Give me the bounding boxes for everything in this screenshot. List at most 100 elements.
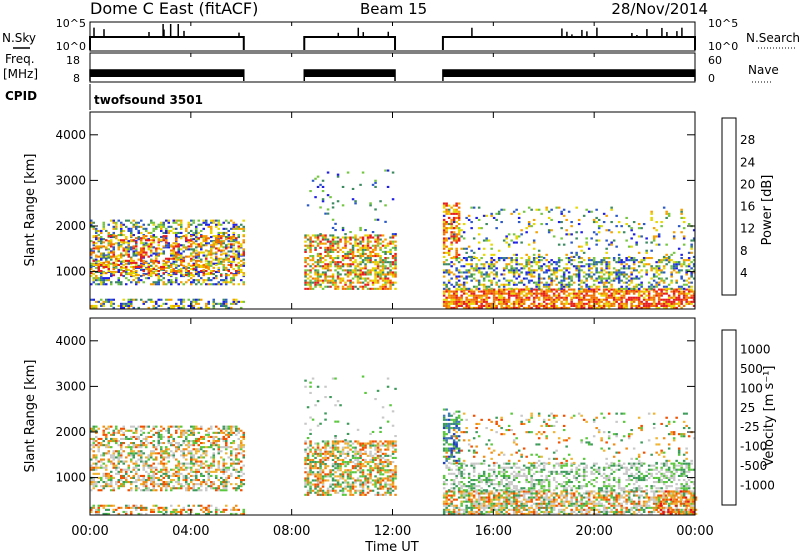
heat-cell (502, 288, 506, 291)
heat-cell (562, 208, 566, 211)
heat-cell (130, 304, 133, 307)
heat-cell (147, 298, 150, 301)
heat-cell (319, 259, 322, 262)
heat-cell (117, 254, 120, 257)
heat-cell (567, 271, 571, 274)
heat-cell (610, 285, 613, 288)
heat-cell (565, 300, 568, 303)
heat-cell (145, 460, 148, 463)
heat-cell (349, 248, 352, 251)
heat-cell (97, 229, 100, 232)
heat-cell (222, 263, 225, 266)
heat-cell (597, 227, 601, 230)
heat-cell (110, 300, 113, 303)
heat-cell (349, 273, 352, 276)
heat-cell (475, 298, 478, 301)
heat-cell (182, 462, 185, 465)
heat-cell (227, 236, 230, 239)
heat-cell (495, 267, 498, 270)
heat-cell (107, 485, 110, 488)
heat-cell (152, 485, 155, 488)
heat-cell (605, 304, 608, 307)
heat-cell (582, 290, 586, 293)
heat-cell (450, 237, 453, 240)
heat-cell (384, 279, 387, 282)
heat-cell (545, 271, 548, 274)
heat-cell (182, 479, 185, 482)
heat-cell (577, 304, 581, 307)
heat-cell (162, 485, 165, 488)
heat-cell (447, 300, 451, 303)
heat-cell (225, 219, 228, 222)
heat-cell (117, 470, 120, 473)
heat-cell (314, 269, 317, 272)
heat-cell (445, 202, 448, 205)
heat-cell (655, 221, 658, 224)
heat-cell (242, 508, 245, 511)
heat-cell (112, 250, 115, 253)
heat-cell (457, 214, 461, 217)
heat-cell (361, 244, 365, 247)
heat-cell (92, 304, 95, 307)
heat-cell (617, 271, 621, 274)
heat-cell (585, 241, 588, 244)
heat-cell (557, 296, 561, 299)
heat-cell (137, 238, 140, 241)
heat-cell (97, 512, 100, 515)
heat-cell (657, 296, 661, 299)
heat-cell (460, 259, 463, 262)
heat-cell (364, 234, 367, 237)
heat-cell (160, 227, 163, 230)
heat-cell (336, 271, 340, 274)
heat-cell (655, 235, 658, 238)
heat-cell (160, 275, 163, 278)
heat-cell (165, 429, 168, 432)
heat-cell (110, 479, 113, 482)
heat-cell (140, 225, 143, 228)
heat-cell (371, 244, 375, 247)
heat-cell (132, 254, 135, 257)
heat-cell (202, 506, 205, 509)
heat-cell (177, 231, 180, 234)
heat-cell (160, 489, 163, 492)
heat-cell (100, 273, 103, 276)
heat-cell (567, 285, 571, 288)
heat-cell (657, 306, 661, 309)
heat-cell (597, 218, 601, 221)
heat-cell (485, 273, 488, 276)
heat-cell (187, 223, 190, 226)
heat-cell (605, 281, 608, 284)
heat-cell (225, 306, 228, 309)
heat-cell (197, 231, 200, 234)
heat-cell (555, 269, 558, 272)
heat-cell (107, 512, 110, 515)
heat-cell (610, 221, 613, 224)
heat-cell (655, 281, 658, 284)
nave-tick-top: 60 (708, 54, 722, 67)
heat-cell (625, 304, 628, 307)
heat-cell (625, 298, 628, 301)
heat-cell (117, 279, 120, 282)
colorbar-tick-label: 4 (740, 266, 748, 280)
heat-cell (369, 261, 372, 264)
heat-cell (152, 450, 155, 453)
heat-cell (125, 472, 128, 475)
heat-cell (560, 302, 563, 305)
heat-cell (225, 236, 228, 239)
heat-cell (384, 267, 387, 270)
heat-cell (97, 255, 100, 258)
heat-cell (150, 268, 153, 271)
heat-cell (530, 275, 533, 278)
heat-cell (92, 504, 95, 507)
heat-cell (105, 272, 108, 275)
heat-cell (587, 257, 591, 260)
heat-cell (662, 306, 666, 309)
heat-cell (182, 440, 185, 443)
heat-cell (500, 288, 503, 291)
heat-cell (147, 223, 150, 226)
heat-cell (321, 238, 325, 241)
heat-cell (185, 281, 188, 284)
heat-cell (157, 483, 160, 486)
heat-cell (97, 510, 100, 513)
heat-cell (465, 292, 468, 295)
